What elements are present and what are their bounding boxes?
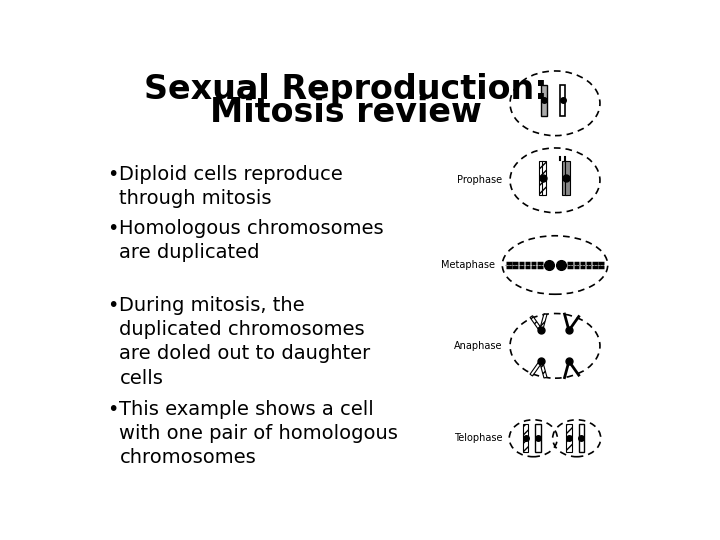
Bar: [539, 161, 544, 195]
Text: Prophase: Prophase: [457, 176, 503, 185]
Text: Telophase: Telophase: [454, 433, 503, 443]
Text: During mitosis, the
duplicated chromosomes
are doled out to daughter
cells: During mitosis, the duplicated chromosom…: [120, 296, 371, 388]
Polygon shape: [530, 360, 542, 376]
Text: •: •: [107, 296, 118, 315]
Bar: [560, 85, 565, 116]
Text: Diploid cells reproduce
through mitosis: Diploid cells reproduce through mitosis: [120, 165, 343, 208]
Text: Metaphase: Metaphase: [441, 260, 495, 270]
Polygon shape: [539, 314, 547, 331]
Polygon shape: [539, 361, 547, 378]
Bar: [565, 161, 570, 195]
Text: •: •: [107, 400, 118, 419]
Text: This example shows a cell
with one pair of homologous
chromosomes: This example shows a cell with one pair …: [120, 400, 398, 467]
Text: •: •: [107, 165, 118, 184]
Text: Homologous chromosomes
are duplicated: Homologous chromosomes are duplicated: [120, 219, 384, 262]
Text: Anaphase: Anaphase: [454, 341, 503, 351]
Bar: [541, 85, 547, 116]
Text: •: •: [107, 219, 118, 238]
Bar: [535, 424, 541, 452]
Bar: [566, 424, 572, 452]
Bar: [523, 424, 528, 452]
Bar: [579, 424, 584, 452]
Polygon shape: [530, 316, 542, 332]
Bar: [542, 161, 546, 195]
Text: Mitosis review: Mitosis review: [210, 96, 482, 129]
Bar: [562, 161, 567, 195]
Text: Sexual Reproduction:: Sexual Reproduction:: [144, 73, 548, 106]
